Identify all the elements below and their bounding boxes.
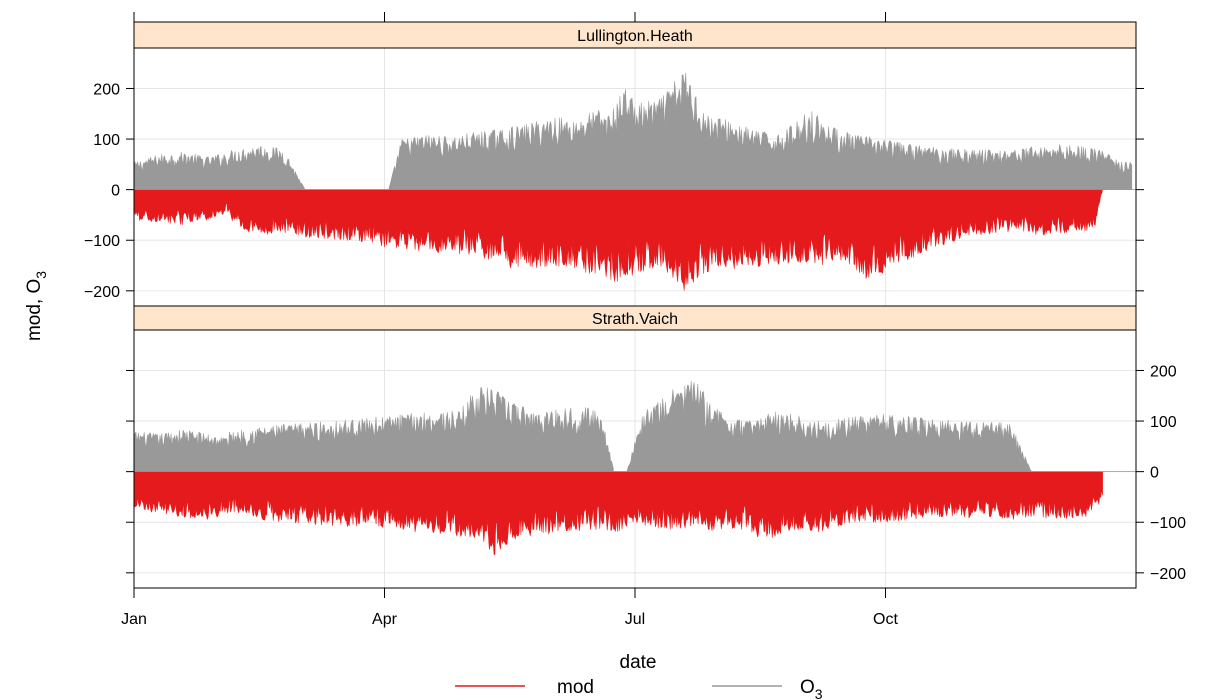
y-tick-label: 200 xyxy=(93,81,120,98)
y-tick-label: −200 xyxy=(1150,566,1186,583)
panel-2: Strath.Vaich xyxy=(133,305,1137,589)
y-tick-label: 200 xyxy=(1150,363,1177,380)
axes-layer: −200 −100 0 100 200 −200 −100 0 100 200 Jan Apr Jul O… xyxy=(84,12,1186,628)
legend-label-o3: O3 xyxy=(800,677,823,700)
series-mod-area xyxy=(133,189,1103,291)
panel-strip xyxy=(133,21,1137,49)
legend: mod O3 xyxy=(455,677,823,700)
legend-label-mod: mod xyxy=(557,677,594,698)
y-tick-label: 0 xyxy=(111,183,120,200)
x-tick-label: Jul xyxy=(625,611,645,628)
y-axis-title: mod, O3 xyxy=(24,271,49,341)
series-o3-area xyxy=(133,72,1133,190)
y-tick-label: −100 xyxy=(84,233,120,250)
y-tick-label: −200 xyxy=(84,284,120,301)
y-tick-label: −100 xyxy=(1150,515,1186,532)
series-o3-area xyxy=(133,381,1032,472)
x-axis-title: date xyxy=(620,652,657,673)
y-tick-label: 0 xyxy=(1150,465,1159,482)
y-tick-label: 100 xyxy=(93,132,120,149)
series-mod-area xyxy=(133,471,1103,555)
panel-strip-label: Strath.Vaich xyxy=(592,311,678,328)
panel-strip-label: Lullington.Heath xyxy=(577,28,693,45)
x-tick-label: Oct xyxy=(873,611,898,628)
x-tick-label: Jan xyxy=(121,611,147,628)
y-tick-label: 100 xyxy=(1150,414,1177,431)
x-tick-label: Apr xyxy=(372,611,398,628)
panel-1: Lullington.Heath xyxy=(133,21,1137,307)
panels-layer: Lullington.Heath Strath.Vaich xyxy=(133,21,1137,589)
